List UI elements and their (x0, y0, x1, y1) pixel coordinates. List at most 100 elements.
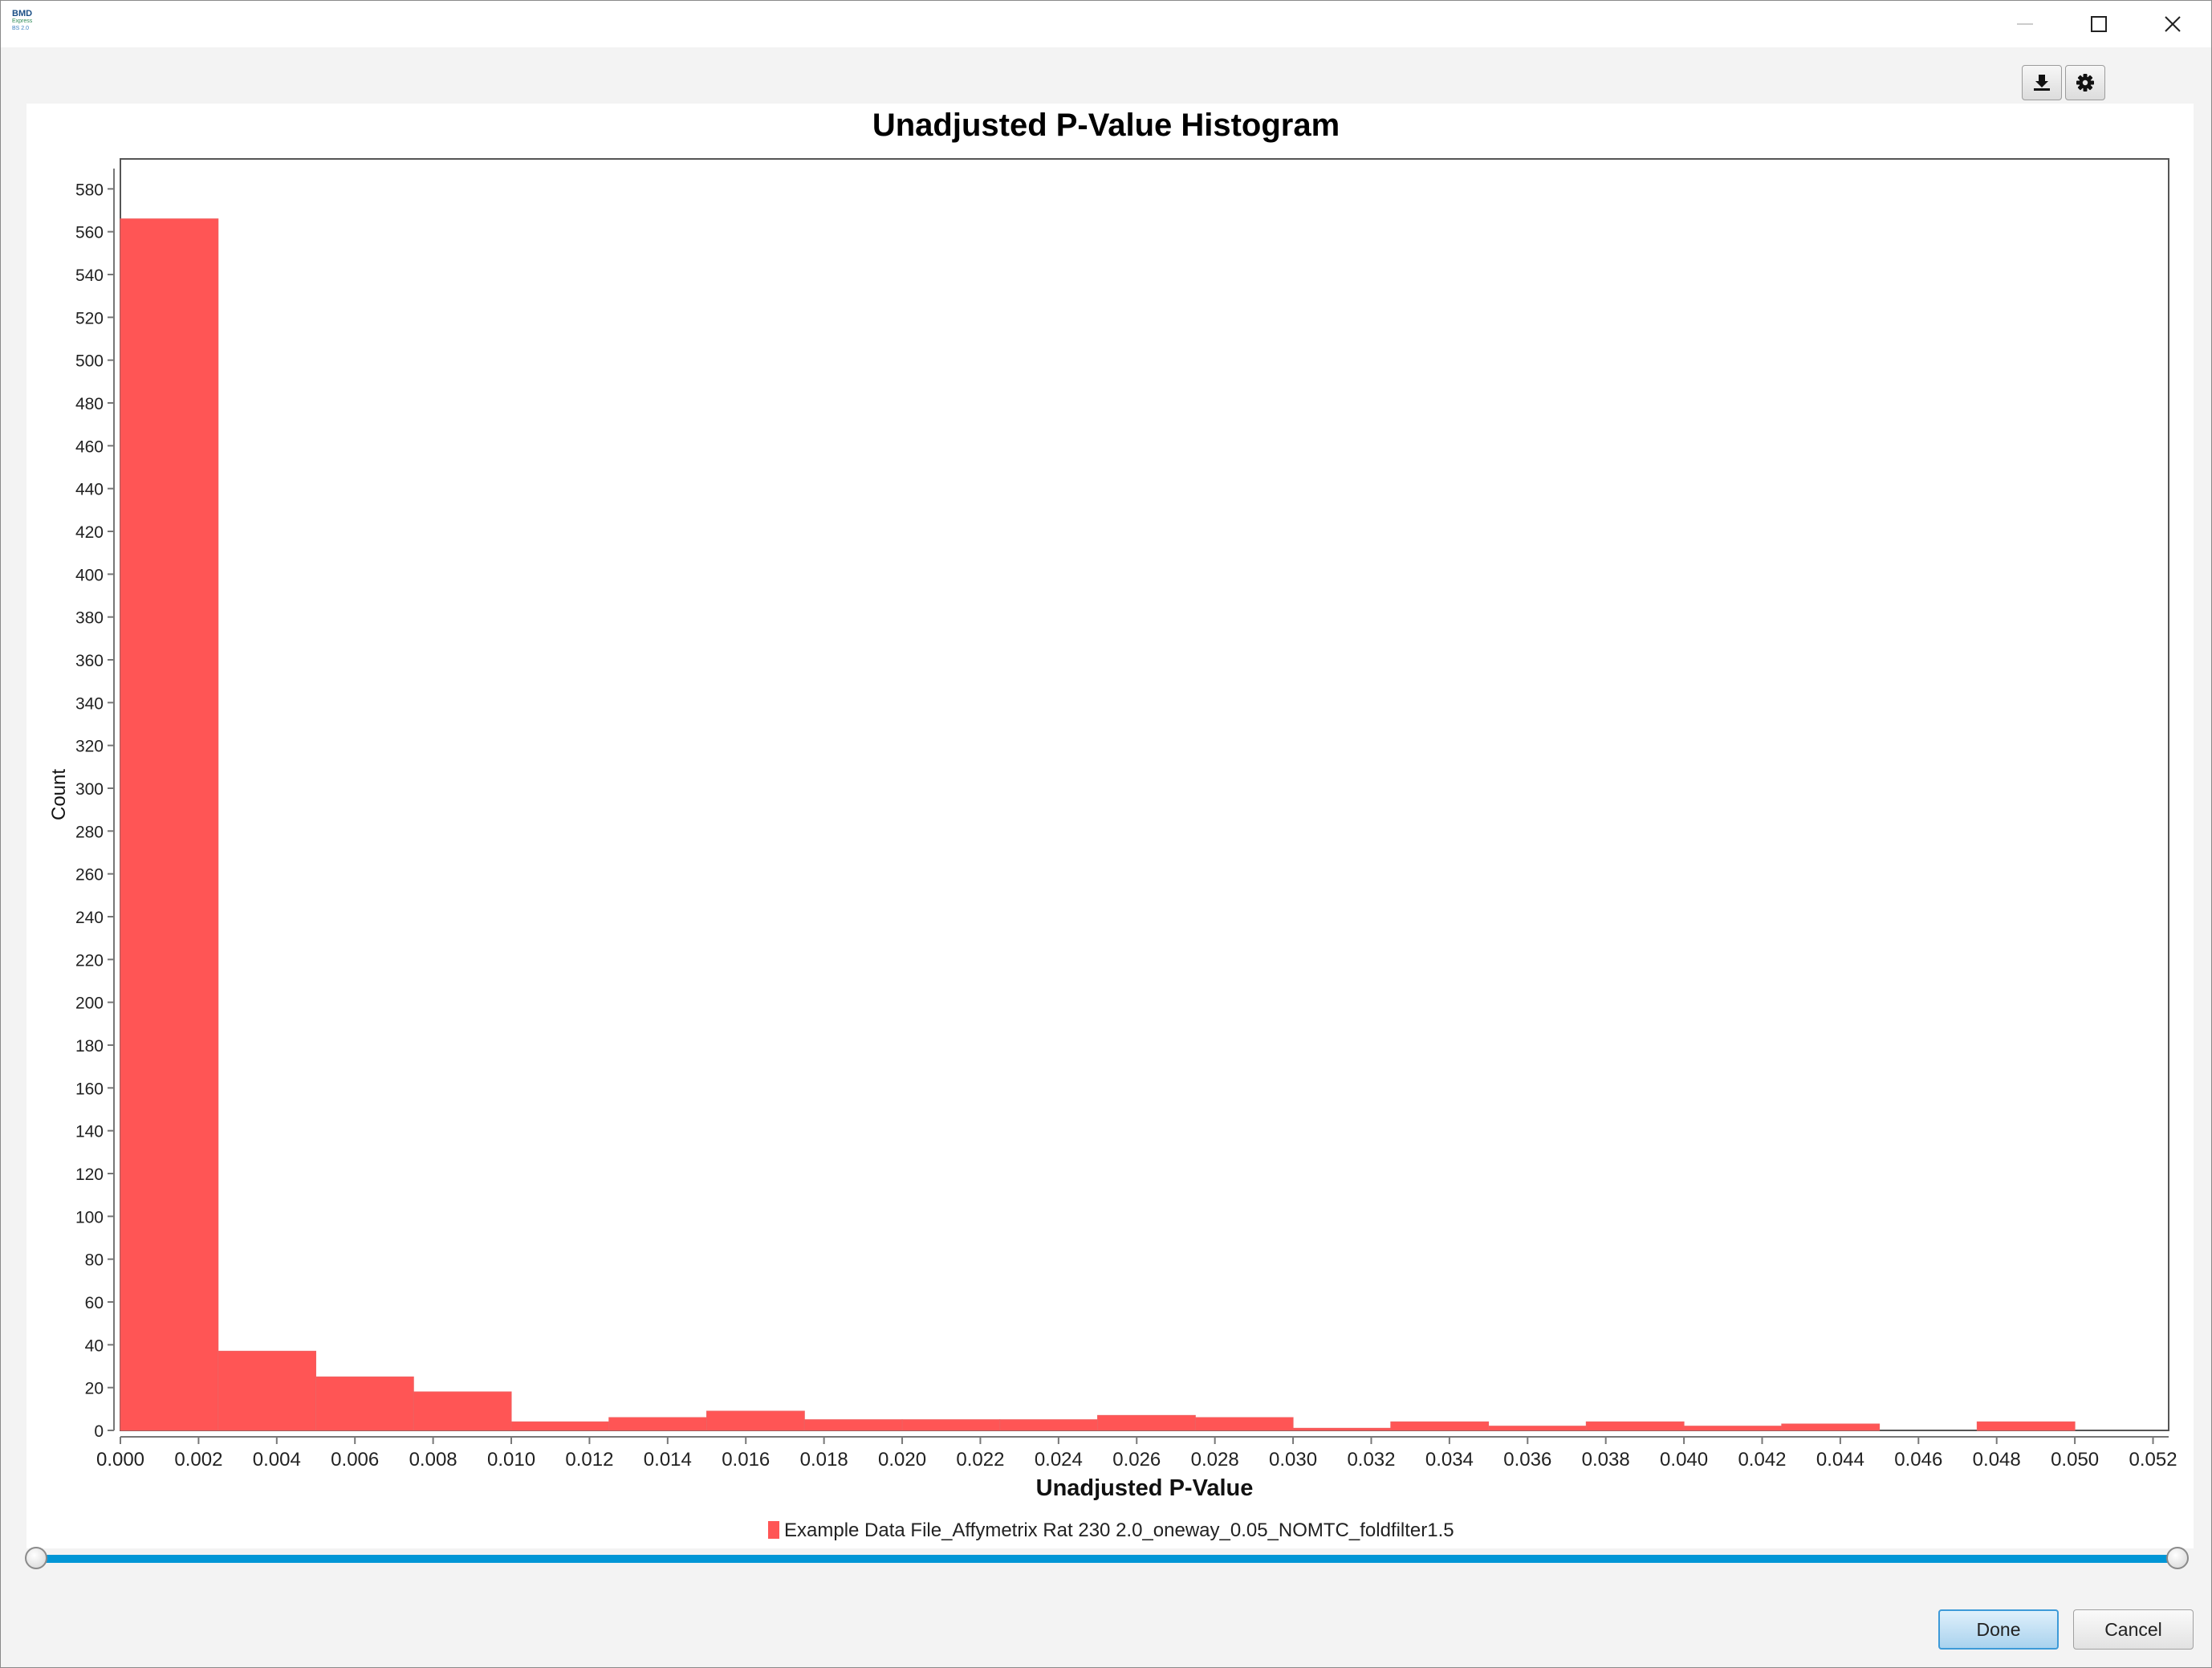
logo-text-2: Express (12, 18, 33, 24)
y-tick-label: 500 (75, 352, 104, 371)
x-tick-label: 0.004 (253, 1449, 301, 1471)
y-tick-label: 40 (85, 1336, 104, 1355)
histogram-bar (315, 1376, 414, 1431)
y-tick-label: 80 (85, 1251, 104, 1270)
settings-button[interactable] (2065, 65, 2105, 100)
x-tick-label: 0.026 (1112, 1449, 1161, 1471)
histogram-bar (999, 1419, 1099, 1431)
histogram-bar (1194, 1417, 1294, 1431)
histogram-bar (510, 1421, 610, 1431)
x-tick-label: 0.036 (1503, 1449, 1551, 1471)
y-tick-label: 340 (75, 694, 104, 713)
y-tick-label: 400 (75, 566, 104, 584)
minimize-icon (2017, 23, 2033, 25)
y-tick-label: 460 (75, 437, 104, 456)
y-tick-label: 300 (75, 780, 104, 799)
histogram-bar (1976, 1421, 2076, 1431)
x-tick-label: 0.028 (1191, 1449, 1239, 1471)
y-tick-label: 140 (75, 1123, 104, 1141)
maximize-button[interactable] (2062, 1, 2136, 47)
y-tick-label: 20 (85, 1380, 104, 1398)
y-tick-label: 440 (75, 481, 104, 499)
x-tick-label: 0.018 (800, 1449, 848, 1471)
x-tick-label: 0.014 (644, 1449, 692, 1471)
download-icon (2034, 75, 2050, 91)
x-tick-label: 0.030 (1269, 1449, 1317, 1471)
y-tick-label: 360 (75, 652, 104, 670)
y-tick-label: 580 (75, 181, 104, 199)
histogram-bar (1097, 1414, 1196, 1431)
y-tick-label: 280 (75, 823, 104, 841)
x-tick-label: 0.000 (96, 1449, 144, 1471)
title-bar: BMD Express BS 2.0 (1, 1, 2211, 47)
x-tick-label: 0.048 (1973, 1449, 2021, 1471)
logo-text-3: BS 2.0 (12, 26, 30, 31)
histogram-bar (218, 1350, 317, 1431)
x-tick-label: 0.032 (1347, 1449, 1395, 1471)
histogram-bar (1488, 1426, 1587, 1431)
histogram-bar (413, 1391, 512, 1431)
histogram-bar (1292, 1427, 1392, 1431)
x-tick-label: 0.040 (1660, 1449, 1708, 1471)
slider-thumb-min[interactable] (25, 1547, 47, 1569)
x-axis-label: Unadjusted P-Value (1036, 1475, 1254, 1501)
x-tick-label: 0.006 (331, 1449, 379, 1471)
y-tick-label: 220 (75, 951, 104, 970)
x-tick-label: 0.038 (1582, 1449, 1630, 1471)
slider-track[interactable] (36, 1555, 2177, 1563)
y-tick-label: 180 (75, 1037, 104, 1056)
histogram-chart: Unadjusted P-Value Histogram 0 20 40 60 80 100… (48, 108, 2177, 1541)
y-tick-label: 240 (75, 909, 104, 927)
histogram-bar (1683, 1426, 1783, 1431)
y-tick-label: 120 (75, 1166, 104, 1184)
range-slider[interactable] (23, 1545, 2190, 1572)
maximize-icon (2091, 16, 2107, 32)
y-tick-label: 540 (75, 266, 104, 285)
histogram-bar (1585, 1421, 1685, 1431)
y-tick-label: 420 (75, 523, 104, 542)
x-tick-label: 0.052 (2129, 1449, 2177, 1471)
legend-label: Example Data File_Affymetrix Rat 230 2.0… (784, 1520, 1454, 1541)
x-tick-label: 0.042 (1738, 1449, 1786, 1471)
x-tick-label: 0.010 (487, 1449, 535, 1471)
x-tick-label: 0.002 (174, 1449, 222, 1471)
gear-icon (2076, 74, 2094, 92)
slider-thumb-max[interactable] (2166, 1547, 2189, 1569)
close-button[interactable] (2136, 1, 2210, 47)
minimize-button[interactable] (1988, 1, 2062, 47)
x-tick-label: 0.022 (956, 1449, 1004, 1471)
done-button[interactable]: Done (1938, 1609, 2059, 1650)
chart-area: Unadjusted P-Value Histogram 0 20 40 60 80 100… (26, 104, 2194, 1548)
x-tick-label: 0.012 (565, 1449, 613, 1471)
y-tick-label: 380 (75, 609, 104, 628)
logo-text-1: BMD (12, 9, 33, 18)
histogram-bar (1781, 1423, 1881, 1431)
y-tick-label: 260 (75, 866, 104, 885)
y-tick-label: 520 (75, 309, 104, 327)
chart-title: Unadjusted P-Value Histogram (872, 108, 1340, 143)
histogram-bar (120, 218, 219, 1431)
y-tick-label: 60 (85, 1294, 104, 1312)
histogram-bar (608, 1417, 708, 1431)
export-button[interactable] (2022, 65, 2062, 100)
y-tick-label: 320 (75, 738, 104, 756)
y-tick-label: 160 (75, 1080, 104, 1098)
cancel-button[interactable]: Cancel (2073, 1609, 2194, 1650)
close-icon (2165, 16, 2181, 32)
x-tick-label: 0.050 (2051, 1449, 2099, 1471)
plot-frame (120, 158, 2169, 1431)
app-logo: BMD Express BS 2.0 (12, 10, 41, 38)
legend-swatch (768, 1521, 779, 1539)
x-tick-label: 0.044 (1816, 1449, 1864, 1471)
y-tick-label: 480 (75, 395, 104, 413)
y-tick-label: 560 (75, 224, 104, 242)
y-tick-label: 100 (75, 1208, 104, 1227)
y-axis-label: Count (48, 769, 70, 820)
histogram-bar (803, 1419, 903, 1431)
y-tick-label: 200 (75, 995, 104, 1013)
x-tick-label: 0.034 (1425, 1449, 1474, 1471)
histogram-bar (706, 1410, 805, 1431)
x-tick-label: 0.046 (1894, 1449, 1942, 1471)
x-tick-label: 0.020 (878, 1449, 926, 1471)
